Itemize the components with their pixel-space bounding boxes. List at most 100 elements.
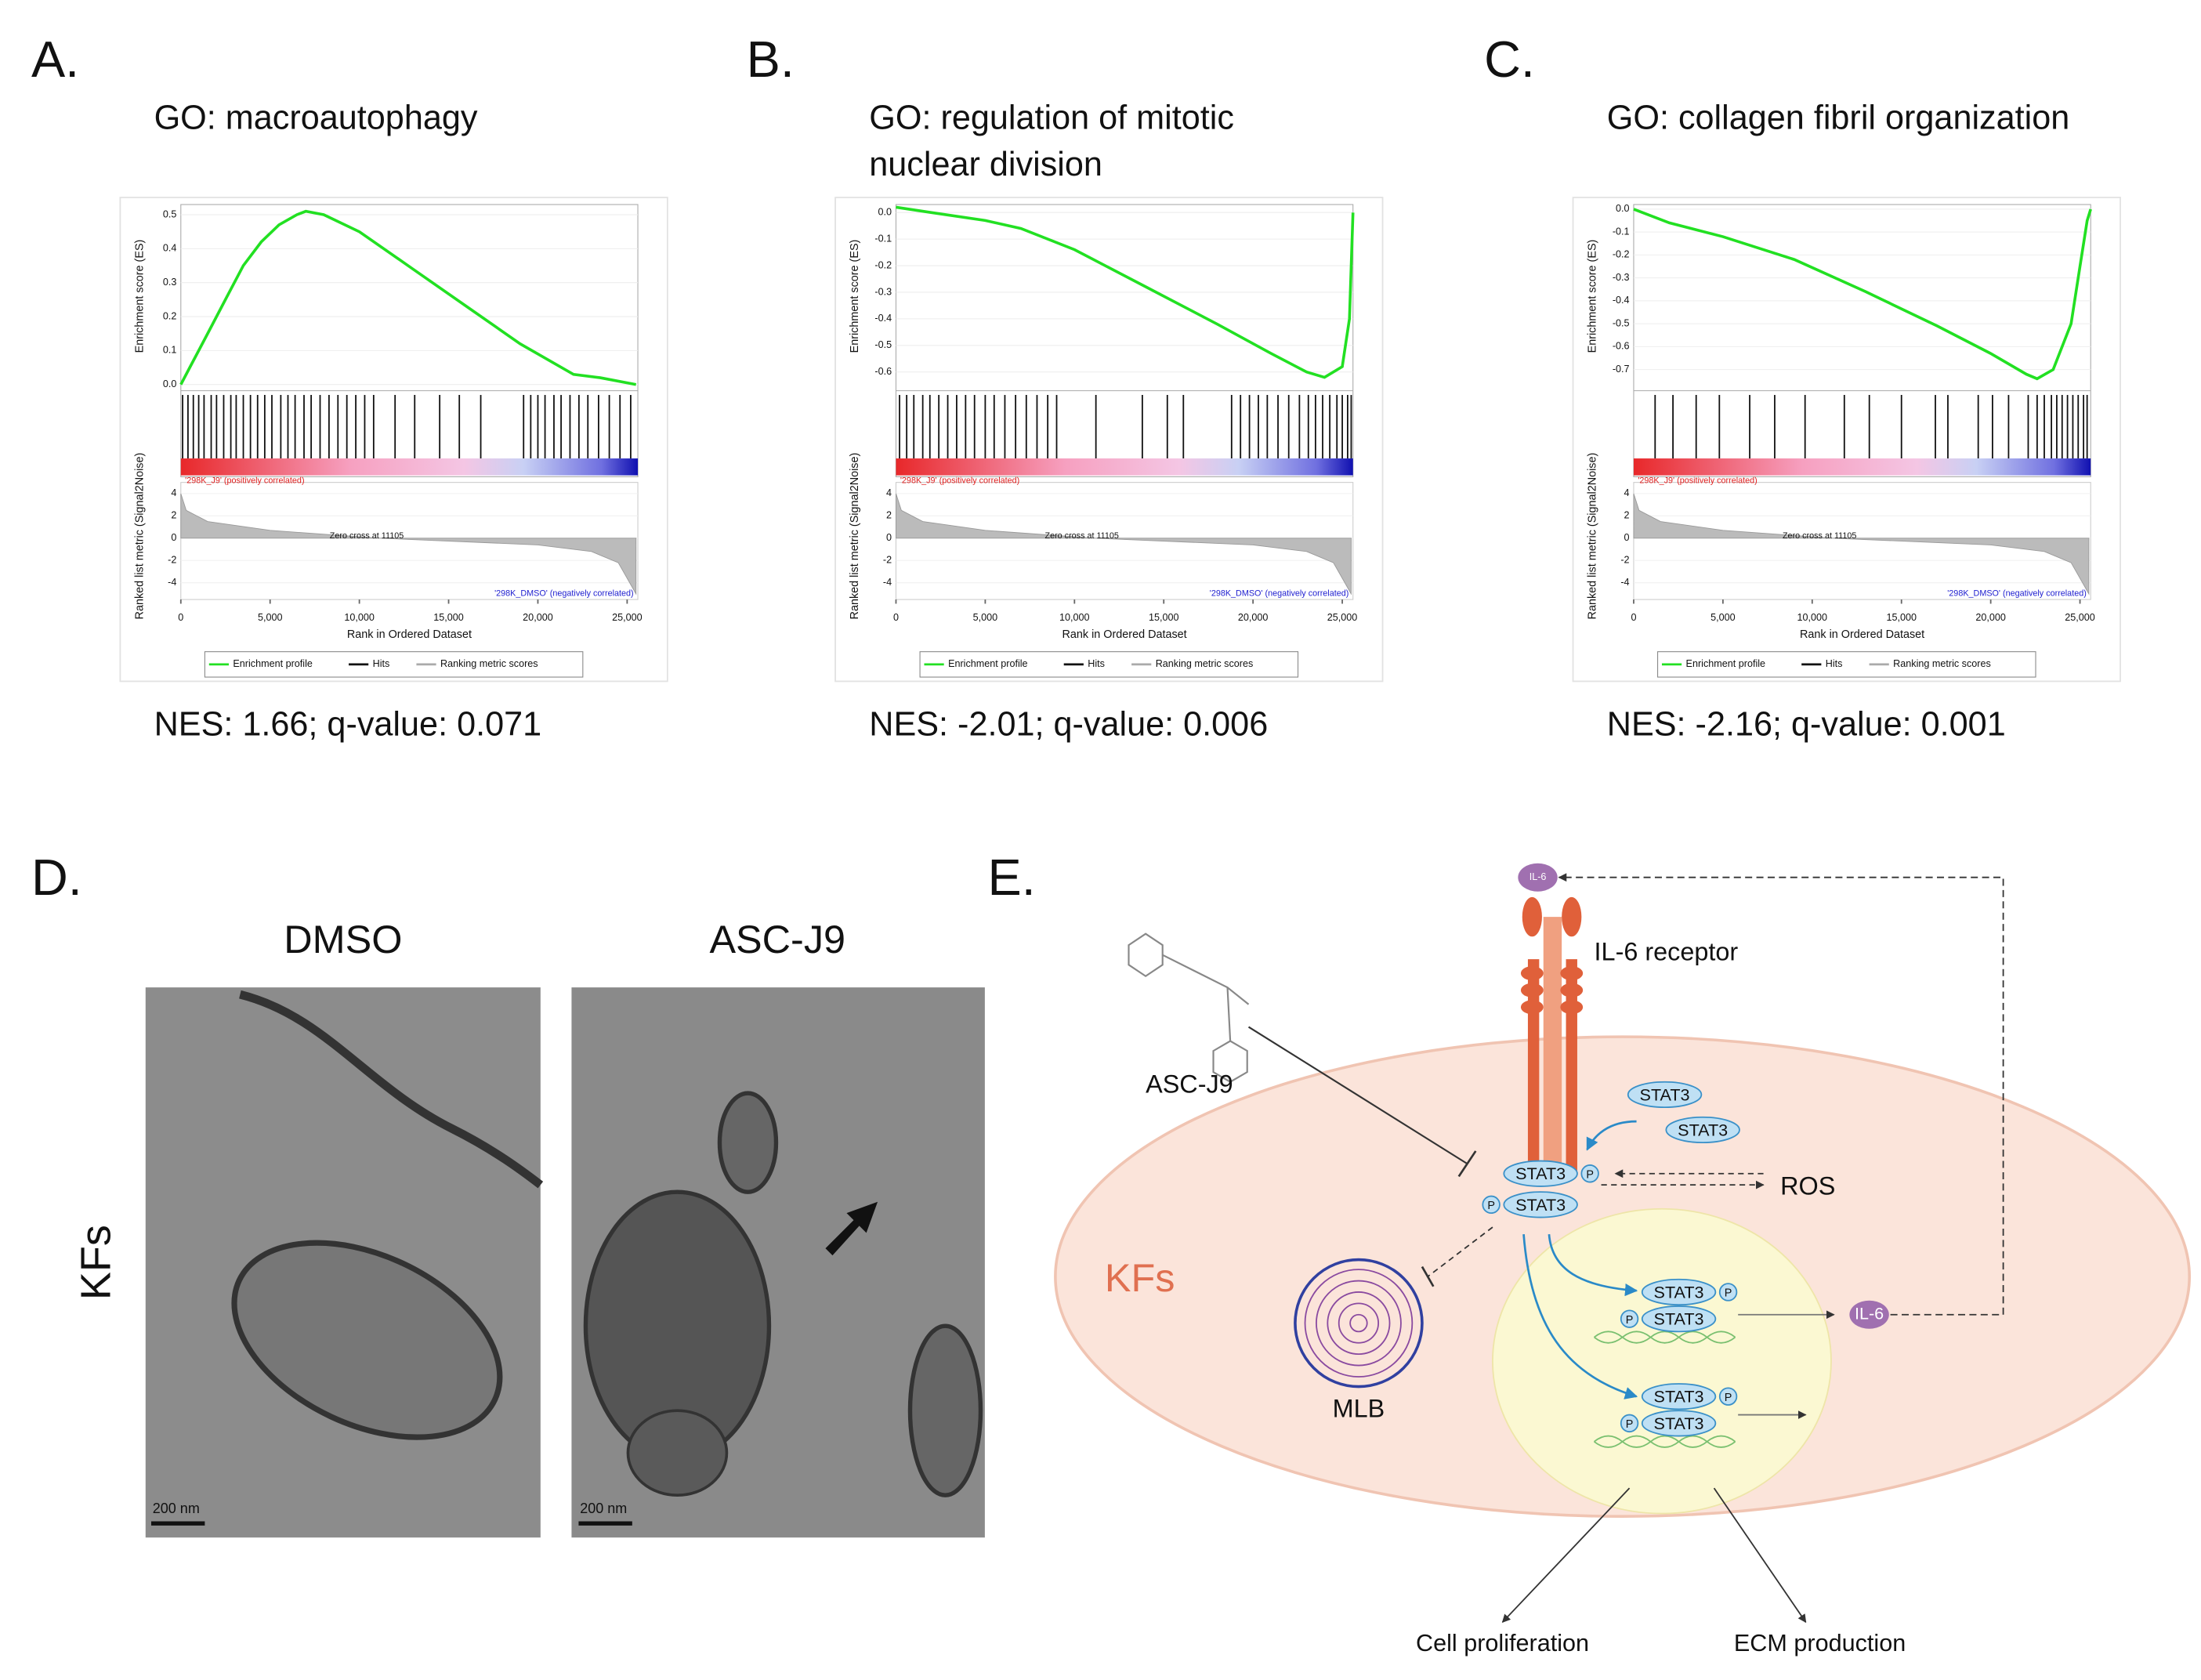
- x-tick-label: 10,000: [344, 612, 375, 623]
- x-tick-label: 20,000: [523, 612, 553, 623]
- enrichment-profile: [1633, 208, 2092, 381]
- metric-axis-label: Ranked list metric (Signal2Noise): [133, 453, 146, 620]
- row-label: KFs: [73, 1225, 120, 1300]
- rank-ramp: [896, 458, 1353, 476]
- condition-label: ASC-J9: [709, 917, 845, 961]
- x-tick-label: 0: [1631, 612, 1636, 623]
- neg-label: '298K_DMSO' (negatively correlated): [1210, 589, 1349, 599]
- stat3-label: STAT3: [1654, 1282, 1704, 1302]
- y-tick-label: 0.0: [163, 378, 177, 389]
- mlb-inhibition: [1427, 1226, 1493, 1277]
- y-tick-label: 0.5: [163, 208, 177, 219]
- stat3-label: STAT3: [1654, 1387, 1704, 1407]
- neg-label: '298K_DMSO' (negatively correlated): [494, 589, 634, 599]
- mlb-label: MLB: [1333, 1395, 1385, 1423]
- x-tick-label: 15,000: [1149, 612, 1179, 623]
- x-axis-label: Rank in Ordered Dataset: [1062, 628, 1187, 641]
- output-label: ECM production: [1734, 1630, 1906, 1656]
- legend-label: Hits: [1088, 658, 1105, 669]
- pos-label: '298K_J9' (positively correlated): [185, 476, 304, 486]
- panel-title: GO: collagen fibril organization: [1607, 99, 2070, 136]
- enrichment-profile: [179, 209, 637, 386]
- metric-tick-label: 0: [171, 532, 176, 543]
- ranking-metric: [180, 493, 637, 596]
- stat3: [1641, 1383, 1717, 1410]
- pos-label: '298K_J9' (positively correlated): [900, 476, 1019, 486]
- ring: [1316, 1280, 1402, 1367]
- neg-label: '298K_DMSO' (negatively correlated): [1947, 589, 2087, 599]
- membrane: [239, 990, 544, 1189]
- phospho: [1620, 1309, 1639, 1328]
- metric-area: [180, 482, 639, 600]
- metric-area: [1633, 482, 2091, 600]
- zero-label: Zero cross at 11105: [330, 531, 404, 541]
- phospho-label: P: [1725, 1392, 1732, 1404]
- legend-label: Ranking metric scores: [440, 658, 538, 669]
- legend-label: Hits: [1826, 658, 1843, 669]
- stat3: [1503, 1160, 1578, 1187]
- activation-arrow: [1586, 1120, 1637, 1151]
- x-tick-label: 0: [178, 612, 183, 623]
- legend-label: Enrichment profile: [1686, 658, 1766, 669]
- receptor-domain: [1562, 896, 1582, 937]
- receptor-domain: [1522, 896, 1542, 937]
- y-tick-label: -0.3: [1613, 272, 1630, 283]
- phospho-label: P: [1725, 1287, 1732, 1300]
- panel-letter: B.: [747, 31, 795, 88]
- x-tick-label: 25,000: [2065, 612, 2095, 623]
- stat3-label: STAT3: [1678, 1120, 1728, 1139]
- y-tick-label: -0.7: [1613, 364, 1630, 375]
- phospho-label: P: [1586, 1168, 1594, 1181]
- receptor-chain: [1543, 917, 1562, 1171]
- rank-ramp: [180, 458, 639, 476]
- drug-label: ASC-J9: [1146, 1070, 1233, 1099]
- y-tick-label: -0.6: [874, 366, 892, 377]
- zero-label: Zero cross at 11105: [1044, 531, 1118, 541]
- il6-protein: [1518, 863, 1558, 892]
- y-tick-label: -0.6: [1613, 341, 1630, 352]
- output-arrow: [1501, 1487, 1631, 1623]
- dna: [1593, 1331, 1736, 1344]
- metric-tick-label: 4: [1624, 487, 1630, 498]
- metric-tick-label: 4: [171, 487, 176, 498]
- y-tick-label: -0.4: [1613, 295, 1630, 306]
- scale-label: 200 nm: [153, 1501, 200, 1516]
- y-tick-label: 0.3: [163, 277, 177, 288]
- stat3-label: STAT3: [1515, 1164, 1566, 1183]
- il6-label: IL-6: [1855, 1303, 1884, 1323]
- legend-box: [919, 651, 1299, 678]
- y-tick-label: 0.4: [163, 243, 177, 254]
- metric-tick-label: 4: [886, 487, 892, 498]
- x-axis-label: Rank in Ordered Dataset: [1800, 628, 1924, 641]
- panel-letter: D.: [31, 849, 82, 906]
- ranking-metric: [1633, 493, 2090, 596]
- y-tick-label: -0.2: [874, 259, 892, 270]
- metric-axis-label: Ranked list metric (Signal2Noise): [849, 453, 861, 620]
- arrow-indicator: [825, 1201, 878, 1256]
- organelle: [717, 1091, 779, 1194]
- ring: [1294, 1258, 1424, 1389]
- x-axis-label: Rank in Ordered Dataset: [347, 628, 472, 641]
- panel-title: nuclear division: [869, 146, 1102, 183]
- condition-label: DMSO: [284, 917, 402, 961]
- legend-box: [204, 651, 584, 678]
- receptor-domain: [1560, 1000, 1584, 1015]
- stat3: [1641, 1278, 1717, 1306]
- inhibition: [1247, 1026, 1468, 1165]
- mitochondrion: [231, 1240, 503, 1440]
- output-arrow: [1713, 1487, 1807, 1624]
- x-tick-label: 0: [893, 612, 899, 623]
- metric-tick-label: -4: [883, 577, 892, 588]
- ring: [1349, 1313, 1368, 1333]
- nes-label: NES: 1.66; q-value: 0.071: [154, 705, 542, 743]
- x-tick-label: 5,000: [258, 612, 283, 623]
- es-area: [895, 204, 1354, 477]
- y-tick-label: 0.2: [163, 310, 177, 321]
- x-tick-label: 25,000: [1327, 612, 1358, 623]
- stat3: [1627, 1081, 1703, 1109]
- inhibition-bar: [1421, 1265, 1435, 1287]
- ring: [1327, 1291, 1391, 1356]
- es-axis-label: Enrichment score (ES): [1587, 240, 1599, 353]
- legend-label: Ranking metric scores: [1156, 658, 1254, 669]
